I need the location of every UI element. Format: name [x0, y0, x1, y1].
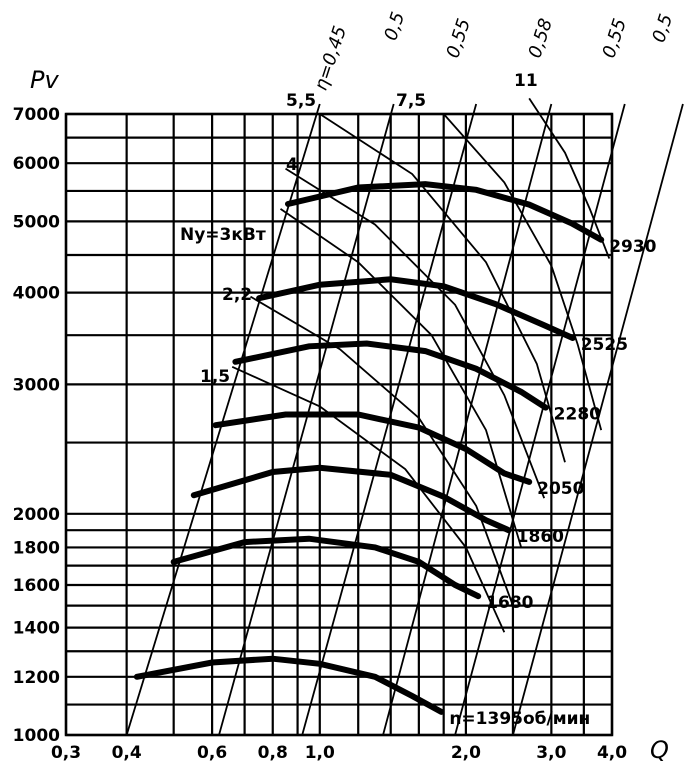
speed-label: 1860: [517, 527, 564, 547]
y-tick-label: 5000: [13, 212, 60, 232]
power-label: 5,5: [286, 91, 316, 111]
speed-label: n=1395об/мин: [449, 709, 590, 729]
speed-curve: [285, 181, 605, 243]
power-line: [285, 167, 546, 499]
efficiency-ray: [125, 103, 321, 735]
power-label: 4: [286, 155, 298, 175]
x-axis-title: Q: [650, 736, 669, 764]
y-tick-label: 1600: [13, 576, 60, 596]
speed-curve: [232, 340, 549, 411]
y-tick-label: 3000: [13, 375, 60, 395]
power-label: Ny=3кВт: [180, 225, 266, 245]
speed-curve: [133, 655, 445, 715]
x-tick-label: 0,6: [197, 743, 227, 763]
x-tick-label: 0,3: [51, 743, 81, 763]
power-label: 11: [514, 71, 538, 91]
efficiency-label: 0,58: [525, 16, 557, 61]
efficiency-label: 0,55: [599, 16, 631, 61]
speed-label: 1680: [486, 593, 533, 613]
chart-labels: 0,3 0,4 0,6 0,8 1,0 2,0 3,0 4,0 1000 1200 1400 1600…: [13, 9, 678, 763]
x-tick-label: 4,0: [597, 743, 627, 763]
speed-curve: [190, 464, 512, 534]
x-tick-label: 1,0: [305, 743, 335, 763]
y-tick-label: 1200: [13, 668, 60, 688]
power-line: [443, 113, 603, 431]
y-axis-title: Pv: [30, 66, 59, 94]
y-tick-label: 1800: [13, 538, 60, 558]
efficiency-ray: [382, 103, 553, 735]
efficiency-ray: [454, 103, 626, 735]
power-line: [250, 295, 514, 606]
y-tick-label: 2000: [13, 505, 60, 525]
power-line: [231, 365, 506, 633]
speed-curve: [170, 535, 482, 600]
efficiency-label: 0,5: [380, 9, 409, 43]
power-label: 2,2: [222, 285, 252, 305]
speed-label: 2525: [581, 335, 628, 355]
y-tick-label: 1000: [13, 726, 60, 746]
x-tick-label: 2,0: [451, 743, 481, 763]
speed-curve: [256, 276, 576, 341]
efficiency-label: 0,5: [648, 11, 677, 45]
speed-label: 2280: [554, 405, 601, 425]
x-tick-label: 0,8: [258, 743, 288, 763]
speed-label: 2930: [609, 237, 656, 257]
efficiency-label: 0,55: [443, 16, 475, 61]
power-label: 1,5: [200, 367, 230, 387]
plot-frame: [64, 112, 614, 737]
efficiency-label: η=0,45: [310, 23, 351, 93]
power-lines: [231, 97, 611, 633]
y-tick-label: 7000: [13, 105, 60, 125]
y-tick-label: 1400: [13, 619, 60, 639]
y-tick-label: 6000: [13, 154, 60, 174]
power-line: [319, 113, 566, 463]
y-tick-label: 4000: [13, 284, 60, 304]
x-tick-label: 0,4: [112, 743, 142, 763]
efficiency-ray: [218, 103, 395, 735]
speed-curve: [212, 411, 533, 485]
speed-curves: [133, 181, 605, 715]
speed-label: 2050: [537, 479, 584, 499]
power-line: [528, 97, 611, 259]
power-label: 7,5: [396, 91, 426, 111]
x-tick-label: 3,0: [536, 743, 566, 763]
